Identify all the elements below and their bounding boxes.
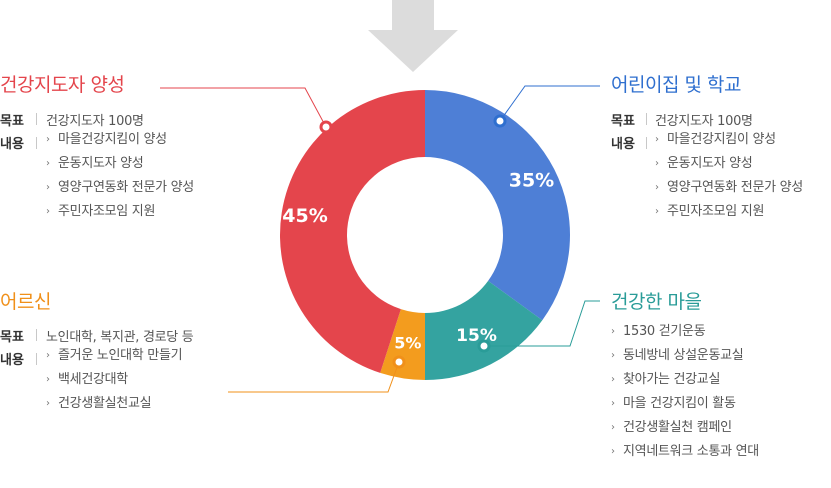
content-label-senior: 내용 xyxy=(0,353,24,368)
donut-slice-school xyxy=(425,90,570,321)
chevron-right-icon: › xyxy=(655,206,659,217)
item-list-school: › 마을건강지킴이 양성 › 운동지도자 양성 › 영양구연동화 전문가 양성 › 주민… xyxy=(655,128,803,224)
goal-text-leader: 건강지도자 100명 xyxy=(46,114,144,129)
separator xyxy=(646,113,647,125)
donut-chart: 35%15%5%45% xyxy=(279,90,570,380)
section-title-senior: 어르신 xyxy=(0,291,51,313)
section-title-leader: 건강지도자 양성 xyxy=(0,74,125,96)
goal-text-senior: 노인대학, 복지관, 경로당 등 xyxy=(46,330,194,345)
chevron-right-icon: › xyxy=(611,350,615,361)
list-item: › 마을건강지킴이 양성 xyxy=(46,128,194,152)
section-title-village: 건강한 마을 xyxy=(611,291,702,313)
chevron-right-icon: › xyxy=(655,134,659,145)
donut-slice-leader xyxy=(279,90,425,373)
list-item: › 운동지도자 양성 xyxy=(655,152,803,176)
content-label-school: 내용 xyxy=(611,137,635,152)
dot-school xyxy=(493,114,507,128)
chevron-right-icon: › xyxy=(46,350,50,361)
chevron-right-icon: › xyxy=(46,374,50,385)
connector-leader xyxy=(160,87,327,128)
list-item: › 찾아가는 건강교실 xyxy=(611,368,759,392)
chevron-right-icon: › xyxy=(611,422,615,433)
donut-slice-village xyxy=(425,280,543,380)
chevron-right-icon: › xyxy=(611,374,615,385)
list-item: › 마을 건강지킴이 활동 xyxy=(611,392,759,416)
list-item: › 영양구연동화 전문가 양성 xyxy=(46,176,194,200)
list-item: › 마을건강지킴이 양성 xyxy=(655,128,803,152)
chevron-right-icon: › xyxy=(46,398,50,409)
chevron-right-icon: › xyxy=(655,182,659,193)
chevron-right-icon: › xyxy=(611,398,615,409)
item-list-leader: › 마을건강지킴이 양성 › 운동지도자 양성 › 영양구연동화 전문가 양성 › 주민… xyxy=(46,128,194,224)
list-item: › 주민자조모임 지원 xyxy=(46,200,194,224)
separator xyxy=(36,353,37,365)
separator xyxy=(646,137,647,149)
dot-leader xyxy=(319,120,333,134)
chevron-right-icon: › xyxy=(46,134,50,145)
list-item: › 운동지도자 양성 xyxy=(46,152,194,176)
chevron-right-icon: › xyxy=(655,158,659,169)
chevron-right-icon: › xyxy=(611,446,615,457)
list-item: › 즐거운 노인대학 만들기 xyxy=(46,344,183,368)
dot-village xyxy=(477,339,491,353)
chevron-right-icon: › xyxy=(46,182,50,193)
list-item: › 건강생활실천교실 xyxy=(46,392,182,416)
separator xyxy=(36,137,37,149)
goal-label-school: 목표 xyxy=(611,114,635,129)
down-arrow-icon xyxy=(368,0,458,72)
connector-senior xyxy=(228,361,400,393)
chevron-right-icon: › xyxy=(611,326,615,337)
dot-senior xyxy=(392,355,406,369)
item-list-senior: › 즐거운 노인대학 만들기 › 백세건강대학 › 건강생활실천교실 xyxy=(46,344,183,416)
list-item: › 1530 걷기운동 xyxy=(611,320,759,344)
item-list-village: › 1530 걷기운동 › 동네방네 상설운동교실 › 찾아가는 건강교실 › 마을 건… xyxy=(611,320,759,464)
chevron-right-icon: › xyxy=(46,206,50,217)
list-item: › 주민자조모임 지원 xyxy=(655,200,803,224)
slice-label-school: 35% xyxy=(509,170,554,192)
list-item: › 건강생활실천 캠페인 xyxy=(611,416,759,440)
separator xyxy=(36,329,37,341)
goal-label-senior: 목표 xyxy=(0,330,24,345)
connector-school xyxy=(499,85,600,122)
connector-village xyxy=(484,300,600,347)
separator xyxy=(36,113,37,125)
list-item: › 지역네트워크 소통과 연대 xyxy=(611,440,759,464)
donut-slice-senior xyxy=(380,309,425,380)
list-item: › 백세건강대학 xyxy=(46,368,182,392)
list-item: › 영양구연동화 전문가 양성 xyxy=(655,176,803,200)
goal-label-leader: 목표 xyxy=(0,114,24,129)
section-title-school: 어린이집 및 학교 xyxy=(611,74,741,96)
slice-label-senior: 5% xyxy=(394,334,421,353)
chevron-right-icon: › xyxy=(46,158,50,169)
content-label-leader: 내용 xyxy=(0,137,24,152)
slice-label-leader: 45% xyxy=(282,205,327,227)
goal-text-school: 건강지도자 100명 xyxy=(655,114,753,129)
list-item: › 동네방네 상설운동교실 xyxy=(611,344,759,368)
